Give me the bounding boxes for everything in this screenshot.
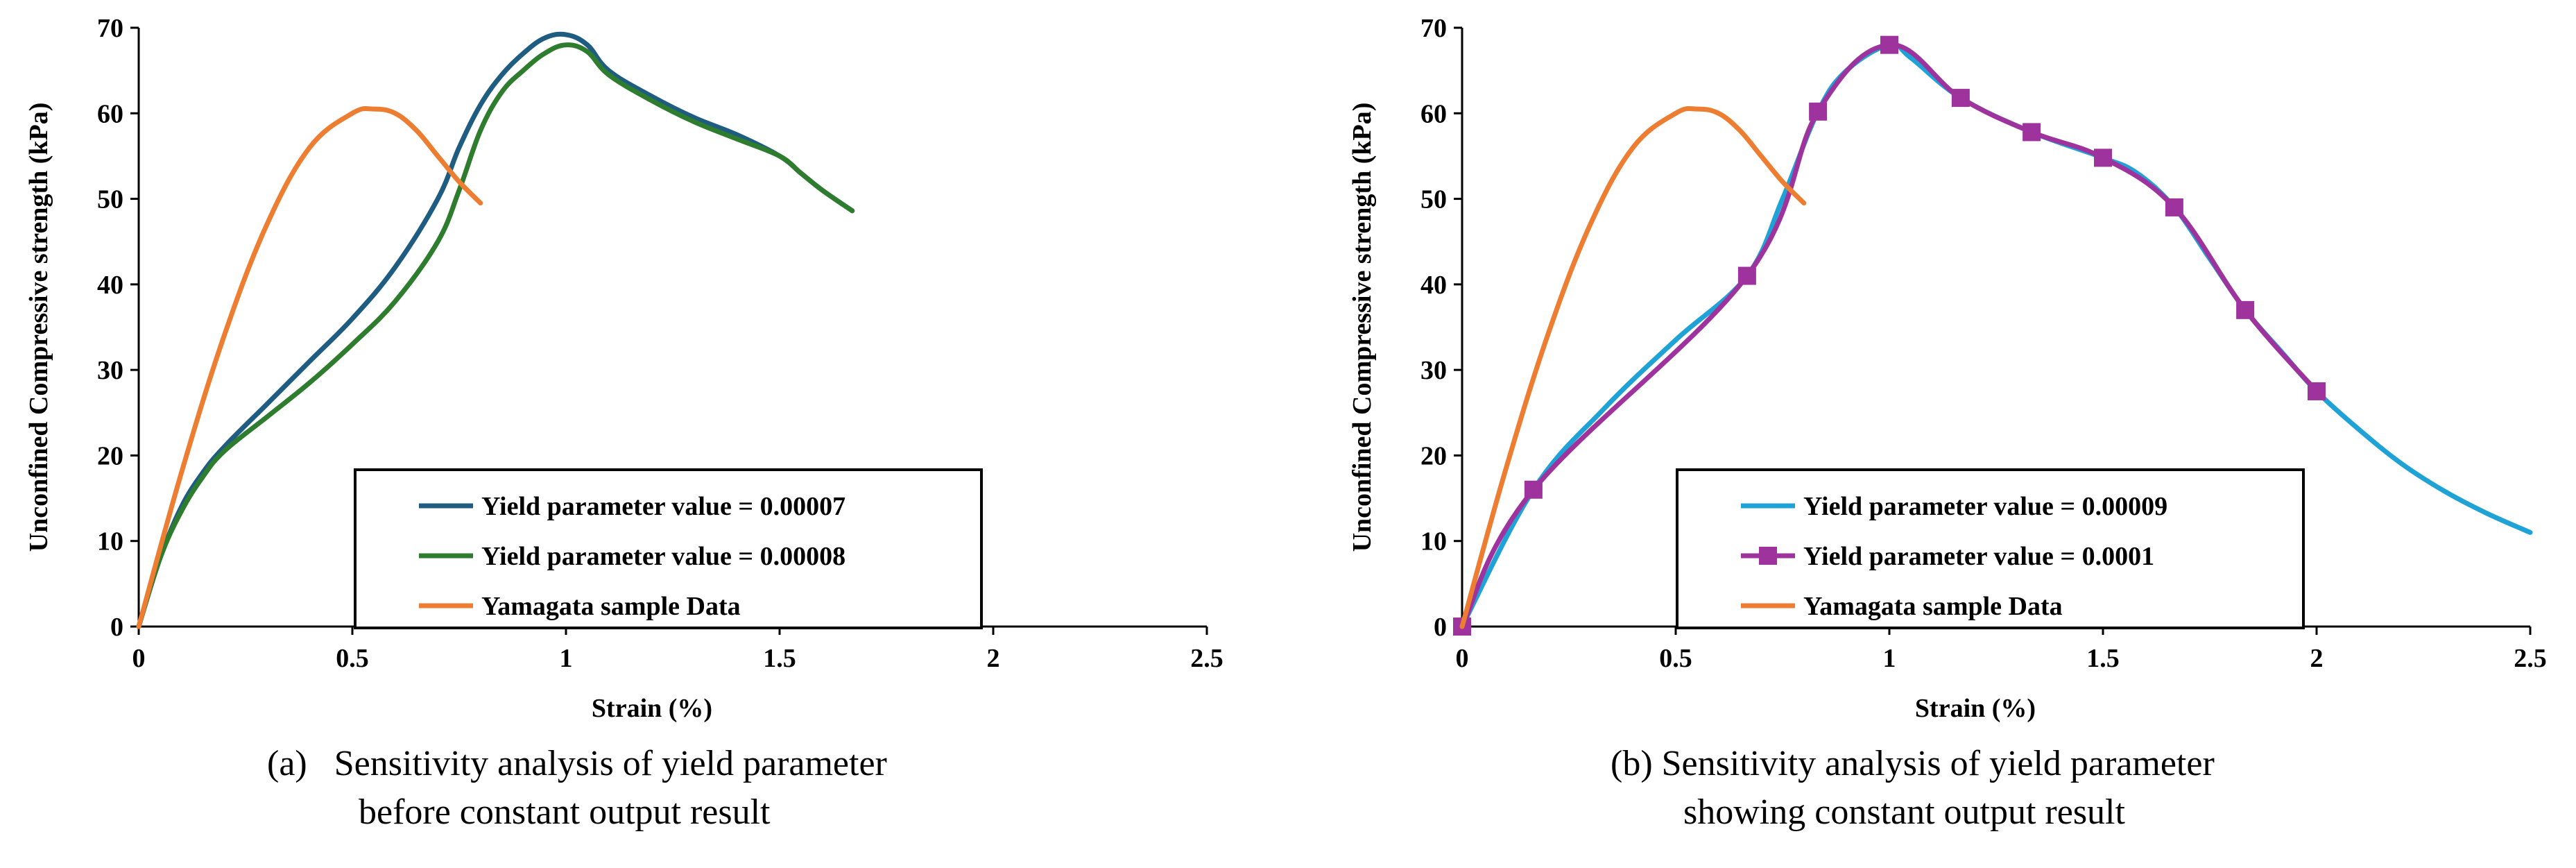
x-tick-label: 0.5 [336,644,369,673]
legend-entry-label: Yield parameter value = 0.00009 [1803,492,2167,521]
x-tick-label: 1.5 [763,644,796,673]
y-tick-label: 10 [1420,527,1447,556]
y-axis-title: Unconfined Compressive strength (kPa) [24,103,53,552]
x-tick-label: 0 [1456,644,1469,673]
y-axis-title: Unconfined Compressive strength (kPa) [1348,103,1377,552]
x-tick-label: 2.5 [2514,644,2547,673]
x-tick-label: 0 [132,644,146,673]
x-tick-label: 2.5 [1190,644,1223,673]
y-tick-label: 60 [1420,99,1447,128]
data-point-marker [1737,266,1756,285]
legend-entry-label: Yield parameter value = 0.00008 [481,542,845,571]
y-tick-label: 40 [1420,271,1447,300]
data-point-marker [1809,102,1828,121]
series-line-0 [136,31,855,629]
caption-a-line2: before constant output result [359,792,771,832]
x-tick-label: 1 [560,644,573,673]
x-axis-title: Strain (%) [592,694,712,723]
x-tick-label: 0.5 [1659,644,1692,673]
y-tick-label: 10 [97,527,123,556]
data-point-marker [1880,35,1898,54]
x-tick-label: 2 [987,644,1000,673]
legend-entry-label: Yamagata sample Data [481,592,741,621]
data-point-marker [2236,300,2255,319]
chart-b: 0 10 20 30 40 50 60 70 0 0.5 1 1.5 2 2.5 Strain (%) Unc… [1348,14,2547,723]
caption-a-line1: (a) Sensitivity analysis of yield parame… [267,744,887,783]
series-line-1 [1459,42,2319,629]
caption-b-line1: (b) Sensitivity analysis of yield parame… [1611,744,2215,783]
data-point-marker [2023,123,2041,142]
y-tick-label: 0 [1434,613,1447,642]
y-tick-label: 50 [1420,185,1447,214]
legend-entry-label: Yield parameter value = 0.0001 [1803,542,2154,571]
x-tick-label: 2 [2310,644,2324,673]
y-tick-label: 30 [97,356,123,385]
y-tick-label: 60 [97,99,123,128]
series-line-2 [1459,105,1807,629]
data-point-marker [1951,89,1970,108]
x-tick-label: 1.5 [2086,644,2120,673]
data-point-marker [1524,480,1543,499]
series-line-2 [136,105,483,629]
y-tick-label: 50 [97,185,123,214]
data-point-marker [2308,382,2326,400]
caption-b-line2: showing constant output result [1683,792,2125,832]
y-tick-label: 70 [97,14,123,43]
y-tick-label: 20 [97,441,123,470]
y-tick-label: 20 [1420,441,1447,470]
series-line-1 [136,42,855,629]
legend: Yield parameter value = 0.00007 Yield par… [354,468,983,629]
x-tick-label: 1 [1883,644,1896,673]
legend-swatch-marker [1759,547,1777,565]
chart-a: 0 10 20 30 40 50 60 70 0 0.5 1 1.5 2 2.5 Strain (%) Unc… [24,14,1223,723]
data-point-marker [2094,148,2112,167]
legend-entry-label: Yield parameter value = 0.00007 [481,492,845,521]
y-tick-label: 30 [1420,356,1447,385]
legend-entry-label: Yamagata sample Data [1803,592,2063,621]
y-tick-label: 40 [97,271,123,300]
legend: Yield parameter value = 0.00009 Yield par… [1676,468,2305,629]
legend-box [354,468,983,629]
y-tick-label: 70 [1420,14,1447,43]
legend-box [1676,468,2305,629]
data-point-marker [2165,198,2183,216]
y-tick-label: 0 [110,613,123,642]
x-axis-title: Strain (%) [1915,694,2036,723]
